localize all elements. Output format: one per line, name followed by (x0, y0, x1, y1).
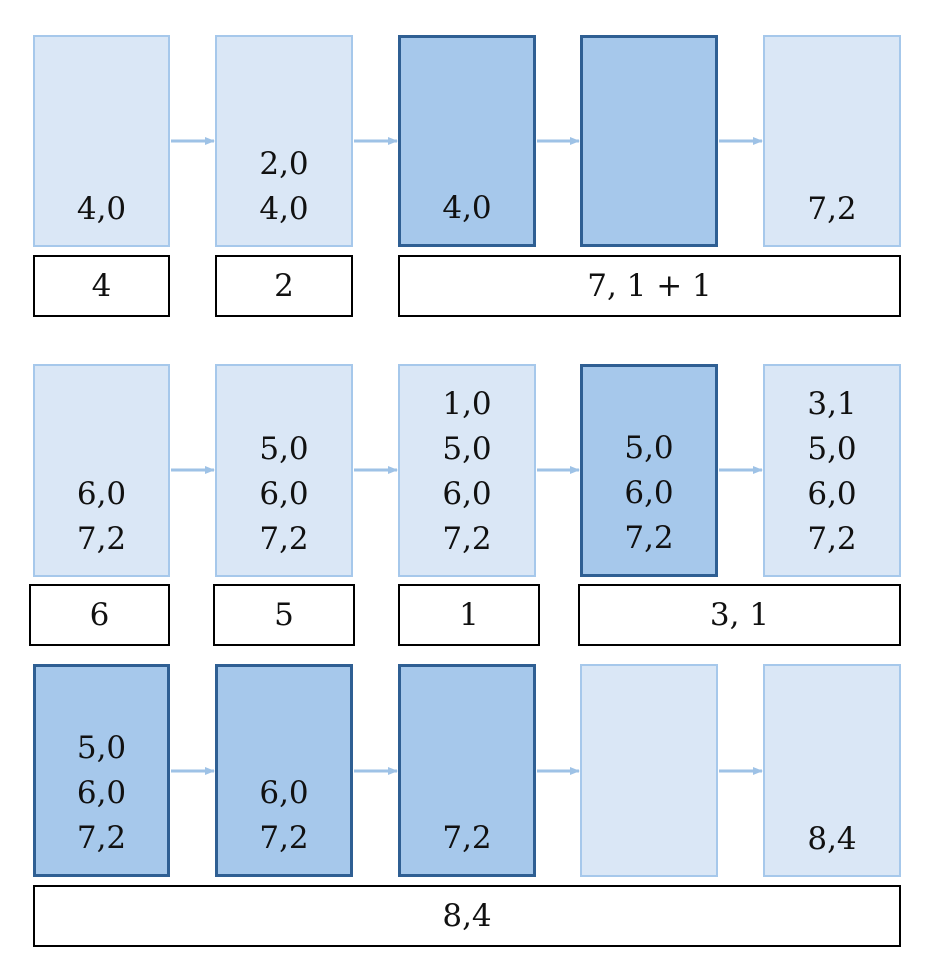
stage-box-r1-c2: 2,0 4,0 (215, 35, 353, 247)
box-value: 7,2 (76, 521, 127, 557)
label-box-r3-1: 8,4 (33, 885, 901, 947)
box-value: 7,2 (76, 820, 127, 856)
label-box-r2-3: 1 (398, 584, 540, 646)
stage-box-r3-c5: 8,4 (763, 664, 901, 877)
stage-box-r2-c3: 1,0 5,0 6,0 7,2 (398, 364, 536, 577)
stage-box-r2-c2: 5,0 6,0 7,2 (215, 364, 353, 577)
box-value: 5,0 (442, 431, 492, 467)
stage-box-r3-c1: 5,0 6,0 7,2 (33, 664, 170, 877)
box-value: 1,0 (442, 386, 492, 422)
box-value: 4,0 (76, 191, 127, 227)
box-value: 6,0 (259, 476, 309, 512)
label-box-r1-2: 2 (215, 255, 353, 317)
box-value: 6,0 (76, 775, 127, 811)
stage-box-r3-c2: 6,0 7,2 (215, 664, 353, 877)
box-value: 7,2 (259, 521, 309, 557)
box-value: 5,0 (624, 430, 674, 466)
box-value: 7,2 (807, 521, 857, 557)
box-value: 6,0 (807, 476, 857, 512)
box-value: 7,2 (442, 521, 492, 557)
box-value: 6,0 (442, 476, 492, 512)
label-box-r2-4: 3, 1 (578, 584, 901, 646)
box-value: 8,4 (807, 821, 857, 857)
label-box-r2-2: 5 (213, 584, 355, 646)
box-value: 7,2 (807, 191, 857, 227)
box-value: 2,0 (259, 146, 309, 182)
box-value: 7,2 (624, 520, 674, 556)
stage-box-r1-c3: 4,0 (398, 35, 536, 247)
stage-box-r2-c1: 6,0 7,2 (33, 364, 170, 577)
box-value: 6,0 (259, 775, 309, 811)
stage-box-r1-c5: 7,2 (763, 35, 901, 247)
box-value: 6,0 (76, 476, 127, 512)
box-value: 7,2 (442, 820, 492, 856)
box-value: 6,0 (624, 475, 674, 511)
stage-box-r2-c4: 5,0 6,0 7,2 (580, 364, 718, 577)
label-box-r1-3: 7, 1 + 1 (398, 255, 901, 317)
box-value: 7,2 (259, 820, 309, 856)
box-value: 4,0 (259, 191, 309, 227)
stage-box-r2-c5: 3,1 5,0 6,0 7,2 (763, 364, 901, 577)
box-value: 5,0 (259, 431, 309, 467)
box-value: 5,0 (76, 730, 127, 766)
label-box-r1-1: 4 (33, 255, 170, 317)
stage-box-r3-c4 (580, 664, 718, 877)
box-value: 3,1 (807, 386, 857, 422)
box-value: 4,0 (442, 190, 492, 226)
stage-box-r1-c1: 4,0 (33, 35, 170, 247)
label-box-r2-1: 6 (29, 584, 170, 646)
stage-box-r1-c4 (580, 35, 718, 247)
stage-box-r3-c3: 7,2 (398, 664, 536, 877)
box-value: 5,0 (807, 431, 857, 467)
